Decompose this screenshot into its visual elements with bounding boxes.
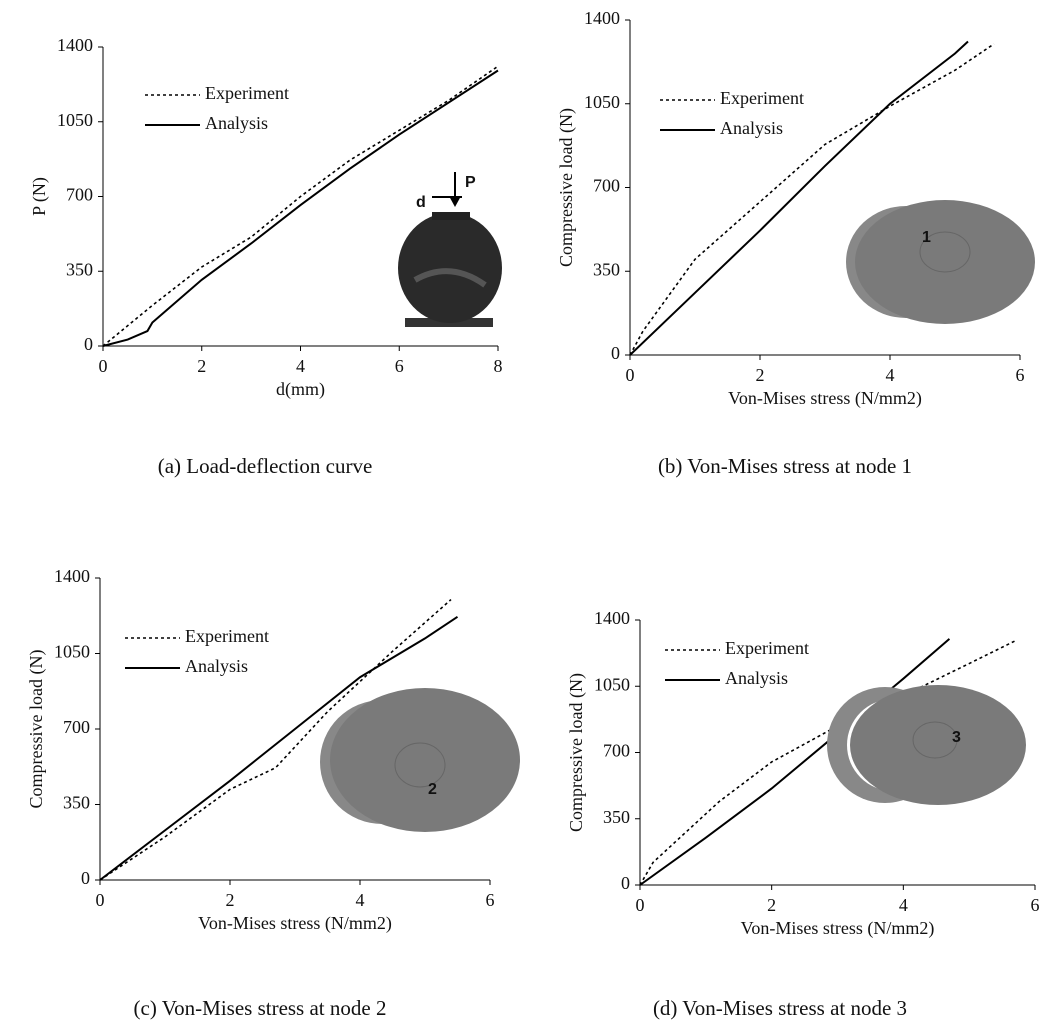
x-tick-label: 6: [486, 890, 495, 910]
caption: (a) Load-deflection curve: [158, 454, 373, 478]
inset-label: P: [465, 174, 476, 191]
x-tick-label: 0: [96, 890, 105, 910]
inset-b: 1: [846, 200, 1035, 324]
x-tick-label: 2: [226, 890, 235, 910]
y-tick-label: 1050: [584, 92, 620, 112]
y-tick-label: 0: [621, 873, 630, 893]
x-tick-label: 2: [756, 365, 765, 385]
inset-label: 2: [428, 781, 437, 798]
y-tick-label: 1400: [584, 8, 620, 28]
inset-label: d: [416, 194, 426, 211]
x-tick-label: 8: [494, 356, 503, 376]
inset-d: 3: [827, 685, 1026, 805]
y-tick-label: 1050: [594, 674, 630, 694]
legend-label: Experiment: [725, 638, 809, 658]
y-tick-label: 1050: [57, 110, 93, 130]
y-tick-label: 700: [63, 717, 90, 737]
x-axis-label: Von-Mises stress (N/mm2): [198, 913, 392, 934]
legend-label: Analysis: [725, 668, 788, 688]
x-tick-label: 4: [356, 890, 365, 910]
y-axis-label: Compressive load (N): [26, 650, 47, 809]
legend-label: Analysis: [720, 118, 783, 138]
inset-label: 3: [952, 729, 961, 746]
y-tick-label: 350: [66, 259, 93, 279]
x-tick-label: 6: [395, 356, 404, 376]
x-tick-label: 6: [1016, 365, 1025, 385]
x-tick-label: 0: [99, 356, 108, 376]
y-tick-label: 700: [593, 176, 620, 196]
x-axis-label: Von-Mises stress (N/mm2): [741, 918, 935, 939]
y-tick-label: 0: [611, 343, 620, 363]
y-axis-label: Compressive load (N): [556, 108, 577, 267]
x-tick-label: 4: [296, 356, 305, 376]
y-tick-label: 1400: [594, 608, 630, 628]
caption: (d) Von-Mises stress at node 3: [653, 996, 907, 1020]
y-axis-label: Compressive load (N): [566, 673, 587, 832]
panel: 0 350 700 1050 1400 0 2 4 6 Von-Mises stress (N/m…: [566, 608, 1039, 1020]
inset-label: 1: [922, 229, 931, 246]
y-tick-label: 1400: [57, 35, 93, 55]
y-tick-label: 1400: [54, 566, 90, 586]
y-tick-label: 0: [84, 334, 93, 354]
legend-label: Experiment: [185, 626, 269, 646]
y-tick-label: 700: [66, 185, 93, 205]
y-tick-label: 350: [63, 793, 90, 813]
y-tick-label: 350: [603, 807, 630, 827]
y-tick-label: 0: [81, 868, 90, 888]
x-tick-label: 6: [1031, 895, 1040, 915]
x-tick-label: 4: [899, 895, 908, 915]
y-axis-label: P (N): [29, 177, 50, 216]
figure: 0350700105014000246Von-Mises stress (N/m…: [0, 0, 1049, 1035]
caption: (c) Von-Mises stress at node 2: [134, 996, 387, 1020]
inset-c: 2: [320, 688, 520, 832]
legend-label: Experiment: [205, 83, 289, 103]
legend-label: Analysis: [185, 656, 248, 676]
inset-a: P d: [398, 172, 502, 327]
legend-label: Analysis: [205, 113, 268, 133]
x-tick-label: 0: [636, 895, 645, 915]
caption: (b) Von-Mises stress at node 1: [658, 454, 912, 478]
x-axis-label: d(mm): [276, 379, 325, 400]
legend-label: Experiment: [720, 88, 804, 108]
x-tick-label: 0: [626, 365, 635, 385]
y-tick-label: 700: [603, 741, 630, 761]
x-tick-label: 2: [197, 356, 206, 376]
y-tick-label: 1050: [54, 642, 90, 662]
x-axis-label: Von-Mises stress (N/mm2): [728, 388, 922, 409]
y-tick-label: 350: [593, 259, 620, 279]
x-tick-label: 2: [767, 895, 776, 915]
x-tick-label: 4: [886, 365, 895, 385]
